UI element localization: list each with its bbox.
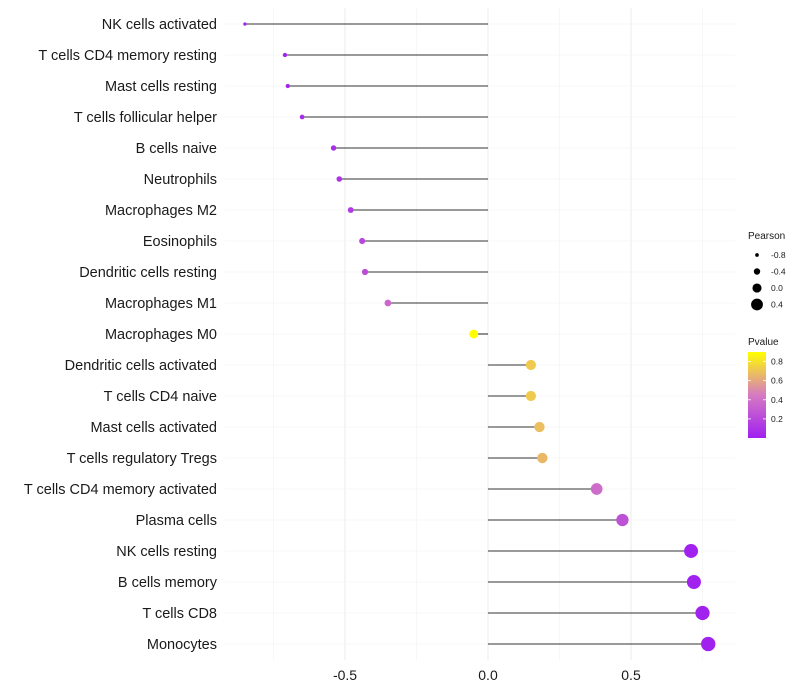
color-legend: Pvalue 0.8 0.6 0.4 0.2 <box>748 337 783 438</box>
color-legend-label: 0.6 <box>771 376 783 386</box>
category-label: T cells CD8 <box>142 606 217 622</box>
x-tick-labels: -0.5 0.0 0.5 <box>333 667 641 683</box>
x-tick-label: 0.0 <box>478 667 498 683</box>
category-label: Monocytes <box>147 637 217 653</box>
size-legend-label: 0.0 <box>771 283 783 293</box>
lollipop-point <box>336 176 343 182</box>
size-legend-key <box>753 268 761 275</box>
category-label: Eosinophils <box>143 234 217 250</box>
lollipop-point <box>686 574 701 590</box>
category-label: T cells CD4 memory activated <box>24 482 217 498</box>
lollipop-point <box>282 52 288 58</box>
category-label: Dendritic cells resting <box>79 265 217 281</box>
category-label: Macrophages M0 <box>105 327 217 343</box>
category-label: T cells CD4 naive <box>104 389 217 405</box>
category-label: Mast cells activated <box>90 420 217 436</box>
size-legend-label: -0.4 <box>771 267 786 277</box>
category-label: T cells CD4 memory resting <box>38 48 217 64</box>
lollipop-point <box>243 22 247 26</box>
size-legend-label: 0.4 <box>771 300 783 310</box>
color-legend-label: 0.8 <box>771 357 783 367</box>
size-legend-key <box>752 283 762 293</box>
category-label: Macrophages M2 <box>105 203 217 219</box>
category-label: NK cells resting <box>116 544 217 560</box>
lollipop-point <box>525 359 536 371</box>
size-legend-key <box>755 253 759 257</box>
lollipop-point <box>701 636 716 652</box>
lollipop-point <box>330 145 337 151</box>
category-label: Plasma cells <box>136 513 217 529</box>
category-label: Macrophages M1 <box>105 296 217 312</box>
size-legend-title: Pearson <box>748 231 785 242</box>
lollipop-point <box>299 114 305 120</box>
lollipop-point <box>525 390 536 402</box>
lollipop-point <box>534 421 545 433</box>
lollipop-point <box>684 544 699 558</box>
category-label: Mast cells resting <box>105 79 217 95</box>
x-tick-label: -0.5 <box>333 667 357 683</box>
size-legend-key <box>751 298 763 311</box>
x-tick-label: 0.5 <box>621 667 641 683</box>
category-label: Neutrophils <box>144 172 217 188</box>
lollipop-point <box>537 452 548 464</box>
size-legend: Pearson -0.8 -0.4 0.0 0.4 <box>748 231 786 311</box>
lollipop-point <box>616 513 629 527</box>
lollipop-point <box>469 329 479 339</box>
category-label: B cells memory <box>118 575 218 591</box>
lollipop-point <box>384 299 392 307</box>
category-label: NK cells activated <box>102 17 217 33</box>
lollipop-point <box>590 483 603 495</box>
pvalue-colorbar <box>748 352 766 438</box>
lollipop-point <box>359 237 366 245</box>
category-label: T cells regulatory Tregs <box>67 451 217 467</box>
stem-layer <box>244 23 709 645</box>
lollipop-point <box>695 605 710 621</box>
category-label: B cells naive <box>136 141 217 157</box>
category-labels: NK cells activated T cells CD4 memory res… <box>24 17 218 653</box>
lollipop-point <box>285 83 290 89</box>
size-legend-label: -0.8 <box>771 250 786 260</box>
color-legend-title: Pvalue <box>748 337 779 348</box>
category-label: Dendritic cells activated <box>65 358 217 374</box>
category-label: T cells follicular helper <box>74 110 217 126</box>
point-layer <box>243 22 716 652</box>
lollipop-point <box>361 268 369 276</box>
color-legend-label: 0.2 <box>771 414 783 424</box>
lollipop-point <box>347 207 354 213</box>
color-legend-label: 0.4 <box>771 395 783 405</box>
